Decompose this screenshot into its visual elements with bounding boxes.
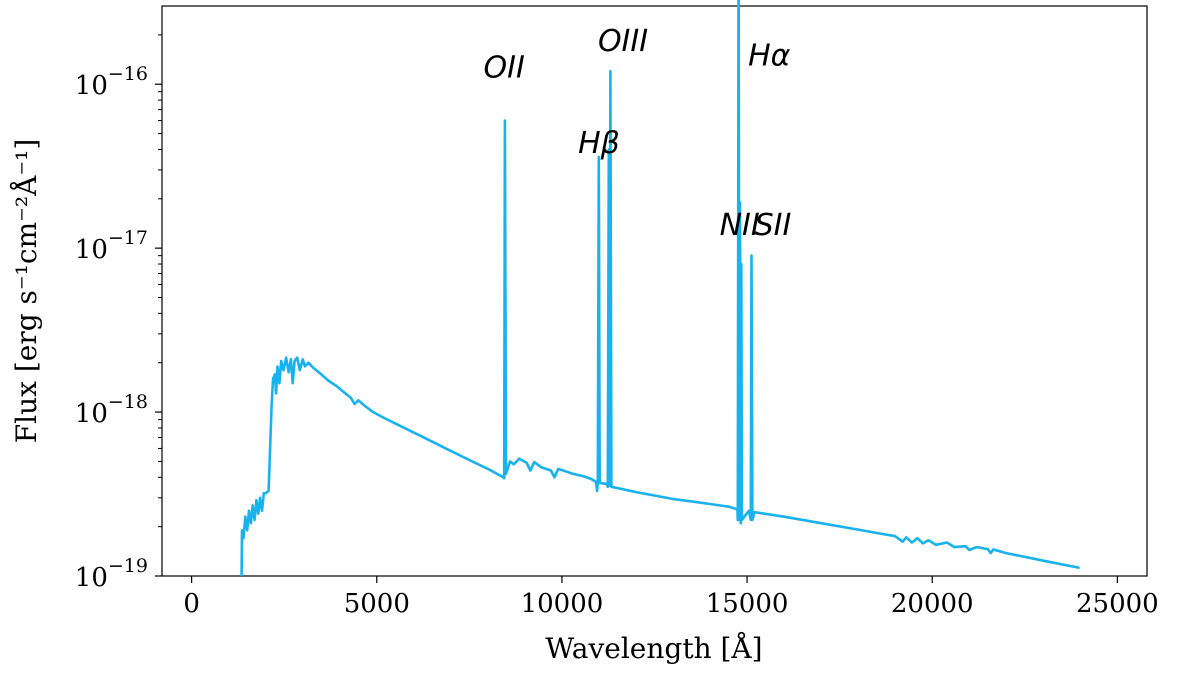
y-tick-label: 10−17 bbox=[75, 227, 148, 265]
x-axis-label: Wavelength [Å] bbox=[545, 632, 762, 665]
spectrum-series-line bbox=[240, 0, 1080, 577]
x-tick-label: 0 bbox=[183, 589, 200, 619]
x-tick-label: 10000 bbox=[521, 589, 604, 619]
y-tick-label: 10−18 bbox=[75, 391, 148, 429]
series-layer bbox=[240, 0, 1080, 577]
y-tick-label: 10−16 bbox=[75, 63, 148, 101]
annotation-label: OII bbox=[484, 50, 525, 85]
x-tick-label: 15000 bbox=[706, 589, 789, 619]
annotation-label: OIII bbox=[598, 24, 648, 59]
y-axis-ticks: 10−19 10−18 10−17 10−16 bbox=[75, 34, 162, 593]
x-axis-ticks: 0 5000 10000 15000 20000 25000 bbox=[183, 576, 1159, 619]
annotation-label: Hβ bbox=[578, 126, 620, 161]
x-tick-label: 5000 bbox=[344, 589, 410, 619]
annotation-label: Hα bbox=[748, 39, 791, 74]
y-tick-label: 10−19 bbox=[75, 555, 148, 593]
annotation-label: SII bbox=[755, 208, 792, 243]
plot-area bbox=[161, 5, 1148, 577]
x-tick-label: 20000 bbox=[891, 589, 974, 619]
x-tick-label: 25000 bbox=[1076, 589, 1159, 619]
annotation-label: NII bbox=[720, 208, 760, 243]
y-axis-label: Flux [erg s⁻¹cm⁻²Å⁻¹] bbox=[10, 139, 43, 444]
